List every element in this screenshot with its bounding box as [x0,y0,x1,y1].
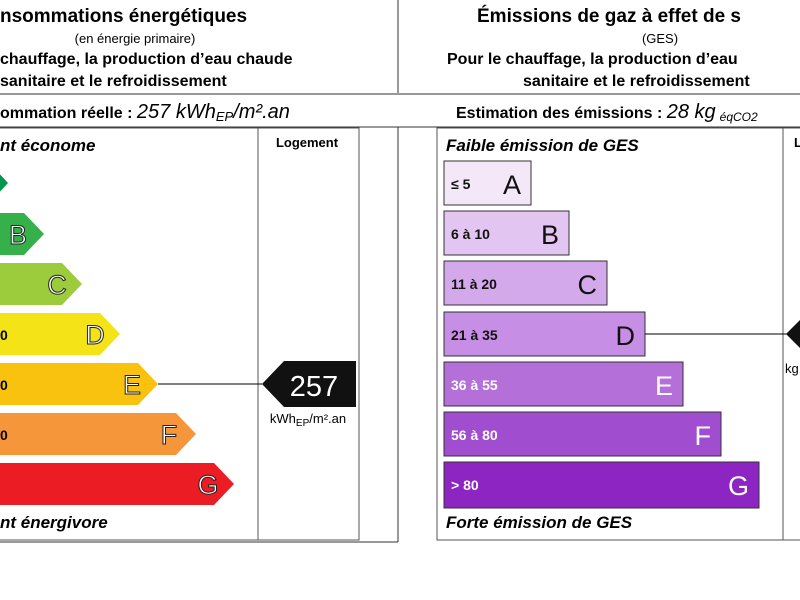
description: chauffage, la production d’eau chaude [0,51,293,68]
class-bar [443,210,570,256]
class-letter: D [85,320,105,350]
summary: Estimation des émissions : 28 kg éqCO2 [456,101,758,124]
class-bar [443,361,684,407]
class-arrow [0,413,196,455]
class-range: 36 à 55 [451,377,498,393]
marker [786,320,800,348]
summary-sub: éqCO2 [720,110,758,124]
description: Pour le chauffage, la production d’eau [447,51,738,68]
top-label: Faible émission de GES [446,136,639,155]
bottom-label: Forte émission de GES [446,513,633,532]
title: Émissions de gaz à effet de s [477,5,741,27]
class-letter: F [161,420,178,450]
summary-label: ommation réelle : [0,105,137,122]
class-range: 11 à 20 [451,276,497,292]
class-range: 0 [0,327,8,343]
summary-sub: EP [216,109,234,124]
class-letter: B [541,220,559,250]
class-arrow [0,463,234,505]
unit-sub: EP [296,418,310,429]
class-bar [443,411,722,457]
class-letter: A [503,170,521,200]
class-arrow [0,313,120,355]
class-arrow [0,263,82,305]
class-arrow [0,174,8,192]
top-label: nt économe [0,136,95,155]
class-letter: E [655,371,673,401]
class-range: 21 à 35 [451,327,498,343]
class-letter: C [47,270,67,300]
class-letter: E [123,370,141,400]
class-bar [443,461,760,509]
marker-value: 257 [290,371,338,403]
class-letter: D [616,321,636,351]
bottom-label: nt énergivore [0,513,108,532]
marker-unit: kWhEP/m².an [270,411,346,429]
class-letter: B [9,220,27,250]
class-range: ≤ 5 [451,176,471,192]
subtitle: (GES) [642,31,678,46]
summary-value: 257 kWh [136,101,216,123]
chart-box [0,127,360,541]
description: sanitaire et le refroidissement [523,73,750,90]
class-bar [443,160,532,206]
subtitle: (en énergie primaire) [75,31,196,46]
class-range: 0 [0,377,8,393]
class-letter: G [197,470,218,500]
summary: ommation réelle : 257 kWhEP/m².an [0,101,290,124]
class-letter: G [728,471,749,501]
title: nsommations énergétiques [0,6,247,27]
class-range: 56 à 80 [451,427,498,443]
unit: kWh [270,411,296,426]
chart-box [436,127,800,541]
column-header: L [794,135,800,150]
class-arrow [0,213,44,255]
class-bar [443,260,608,306]
description: sanitaire et le refroidissement [0,73,227,90]
class-letter: F [695,421,712,451]
class-arrow [0,363,158,405]
summary-label: Estimation des émissions : [456,105,667,122]
class-letter: C [578,270,598,300]
marker [262,361,356,407]
marker-unit: kg [785,361,799,376]
unit-rest: /m².an [309,411,346,426]
summary-value: 28 kg [666,101,716,123]
class-range: > 80 [451,477,479,493]
column-header: Logement [276,135,339,150]
class-range: 6 à 10 [451,226,490,242]
class-range: 0 [0,427,8,443]
summary-unit: /m².an [231,101,290,123]
